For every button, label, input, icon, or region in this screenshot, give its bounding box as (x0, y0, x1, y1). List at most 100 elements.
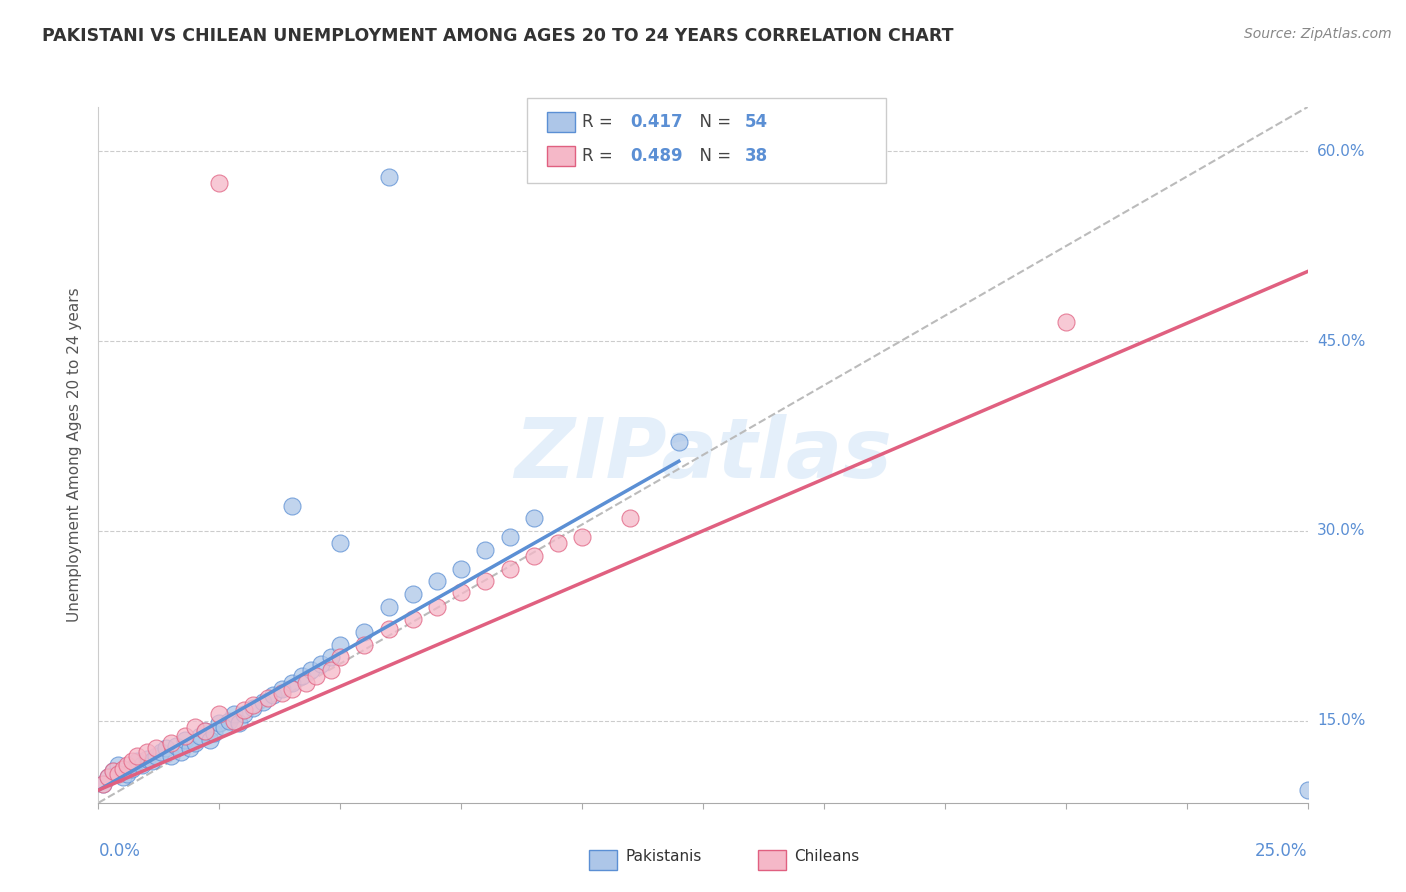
Point (218, 714, 240, 728)
Text: 0.0%: 0.0% (98, 842, 141, 860)
Point (498, 562, 520, 576)
Text: 15.0%: 15.0% (1317, 713, 1365, 728)
Point (111, 762, 134, 776)
Point (281, 499, 304, 513)
Point (329, 536, 352, 550)
Text: 0.417: 0.417 (630, 113, 682, 131)
Point (121, 754, 143, 768)
Point (256, 690, 278, 705)
Point (305, 669, 328, 683)
Text: PAKISTANI VS CHILEAN UNEMPLOYMENT AMONG AGES 20 TO 24 YEARS CORRELATION CHART: PAKISTANI VS CHILEAN UNEMPLOYMENT AMONG … (42, 27, 953, 45)
Point (498, 530, 520, 544)
Point (212, 720, 235, 734)
Point (290, 669, 312, 683)
Point (271, 681, 294, 696)
Text: 45.0%: 45.0% (1317, 334, 1365, 349)
Point (101, 764, 124, 779)
Point (188, 729, 211, 743)
Point (271, 686, 294, 700)
Point (232, 707, 254, 722)
Point (474, 574, 496, 589)
Point (353, 625, 375, 640)
Text: ZIPatlas: ZIPatlas (515, 415, 891, 495)
Point (208, 716, 231, 731)
Point (377, 623, 399, 637)
Text: Pakistanis: Pakistanis (626, 849, 702, 863)
Point (402, 587, 425, 601)
Point (97, 771, 120, 785)
Point (131, 757, 153, 772)
Point (208, 176, 231, 190)
Point (165, 739, 187, 753)
Point (184, 736, 207, 750)
Point (222, 714, 245, 728)
Point (107, 766, 129, 780)
Point (117, 757, 139, 772)
Point (242, 698, 264, 713)
Point (426, 599, 449, 614)
Text: 54: 54 (745, 113, 768, 131)
Point (1296, 783, 1319, 797)
Point (295, 675, 318, 690)
Point (179, 741, 201, 756)
Point (402, 612, 425, 626)
Point (222, 707, 245, 722)
Point (107, 757, 129, 772)
Point (150, 745, 173, 759)
Point (174, 732, 197, 747)
Point (281, 681, 304, 696)
Y-axis label: Unemployment Among Ages 20 to 24 years: Unemployment Among Ages 20 to 24 years (67, 287, 83, 623)
Point (135, 745, 157, 759)
Point (232, 703, 254, 717)
Text: R =: R = (582, 147, 619, 165)
Point (474, 542, 496, 557)
Text: 25.0%: 25.0% (1256, 842, 1308, 860)
Point (91, 777, 114, 791)
Point (329, 650, 352, 665)
Point (523, 511, 546, 525)
Point (169, 745, 191, 759)
Point (141, 754, 163, 768)
Point (174, 729, 197, 743)
Point (194, 723, 217, 738)
Point (91, 777, 114, 791)
Point (329, 638, 352, 652)
Point (145, 741, 167, 756)
Point (262, 688, 284, 702)
Point (299, 663, 322, 677)
Point (145, 749, 167, 764)
Text: Source: ZipAtlas.com: Source: ZipAtlas.com (1244, 27, 1392, 41)
Point (309, 657, 332, 671)
Point (1054, 315, 1077, 329)
Text: 38: 38 (745, 147, 768, 165)
Text: Chileans: Chileans (794, 849, 859, 863)
Point (194, 723, 217, 738)
Point (450, 584, 472, 599)
Text: 30.0%: 30.0% (1317, 524, 1365, 538)
Point (523, 549, 546, 563)
Point (228, 716, 250, 731)
Text: 0.489: 0.489 (630, 147, 682, 165)
Point (135, 751, 157, 765)
Point (184, 720, 207, 734)
Point (547, 536, 569, 550)
Point (619, 511, 641, 525)
Point (281, 675, 304, 690)
Point (208, 707, 231, 722)
Point (101, 764, 124, 779)
Point (319, 650, 342, 665)
Point (111, 771, 134, 785)
Point (571, 530, 593, 544)
Point (111, 764, 134, 779)
Point (127, 749, 149, 764)
Point (450, 562, 472, 576)
Point (377, 599, 399, 614)
Point (117, 766, 139, 780)
Point (242, 701, 264, 715)
Text: 60.0%: 60.0% (1317, 144, 1365, 159)
Point (377, 169, 399, 184)
Point (127, 754, 149, 768)
Text: N =: N = (689, 147, 737, 165)
Point (204, 726, 226, 740)
Point (668, 435, 690, 450)
